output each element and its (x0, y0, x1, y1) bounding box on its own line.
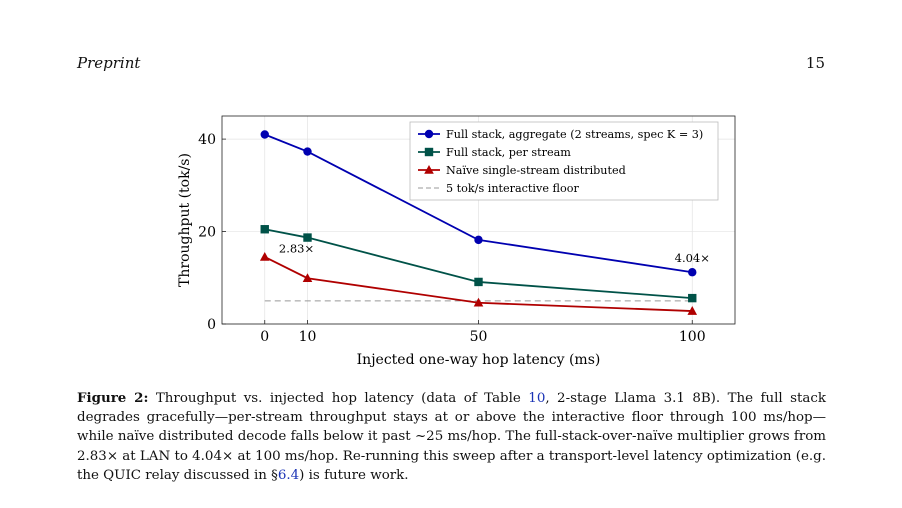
page-number: 15 (805, 54, 825, 72)
data-point (474, 235, 483, 245)
data-point (302, 273, 313, 283)
series-group (259, 130, 698, 315)
running-head: Preprint 15 (77, 54, 825, 76)
running-head-title: Preprint (77, 54, 141, 72)
chart-legend: Full stack, aggregate (2 streams, spec K… (409, 121, 719, 201)
legend-label-2: Full stack, per stream (446, 146, 571, 159)
data-point (259, 251, 270, 261)
data-point (303, 233, 312, 242)
caption-text-1: Throughput vs. injected hop latency (dat… (155, 391, 529, 406)
legend-marker (424, 165, 434, 174)
data-point (473, 297, 484, 307)
x-axis-label: Injected one-way hop latency (ms) (357, 352, 601, 368)
series-line-1 (264, 133, 693, 274)
data-point (688, 268, 697, 277)
series-line-2 (264, 228, 693, 300)
y-tick-label: 0 (207, 317, 216, 333)
legend-marker (424, 129, 434, 139)
caption-label: Figure 2: (77, 390, 149, 406)
legend-label-1: Full stack, aggregate (2 streams, spec K… (446, 128, 703, 141)
y-tick-label: 20 (198, 225, 216, 241)
data-point (687, 306, 698, 315)
legend-marker (424, 147, 434, 157)
figure-caption: Figure 2: Throughput vs. injected hop la… (77, 389, 826, 485)
data-point (688, 293, 697, 303)
data-point (260, 225, 269, 234)
multiplier-annotation-lan: 2.83× (279, 242, 314, 256)
multiplier-annotation-100ms: 4.04× (675, 251, 710, 265)
caption-text-2: , 2-stage Llama 3.1 8B). The full stack … (77, 391, 827, 483)
x-tick-label: 10 (299, 329, 317, 345)
table-reference-link[interactable]: 10 (528, 391, 546, 406)
x-tick-label: 0 (260, 329, 269, 345)
annotations: 2.83× 4.04× (279, 242, 710, 266)
series-line-3 (264, 256, 693, 312)
section-reference-link[interactable]: 6.4 (277, 467, 300, 483)
throughput-chart: 0 10 50 100 0 20 40 2.83× 4.04× Injected one-wa… (177, 115, 736, 368)
x-tick-label: 100 (679, 329, 706, 345)
data-point (303, 147, 312, 156)
y-axis-label: Throughput (tok/s) (177, 153, 193, 287)
legend-label-floor: 5 tok/s interactive floor (446, 182, 579, 195)
data-point (260, 130, 269, 139)
axis-ticks: 0 10 50 100 0 20 40 (198, 132, 705, 345)
caption-text-3: ) is future work. (299, 467, 409, 483)
legend-box (409, 121, 719, 201)
data-point (474, 277, 483, 287)
y-tick-label: 40 (198, 132, 216, 148)
x-tick-label: 50 (470, 329, 488, 345)
legend-label-3: Naïve single-stream distributed (446, 164, 626, 177)
